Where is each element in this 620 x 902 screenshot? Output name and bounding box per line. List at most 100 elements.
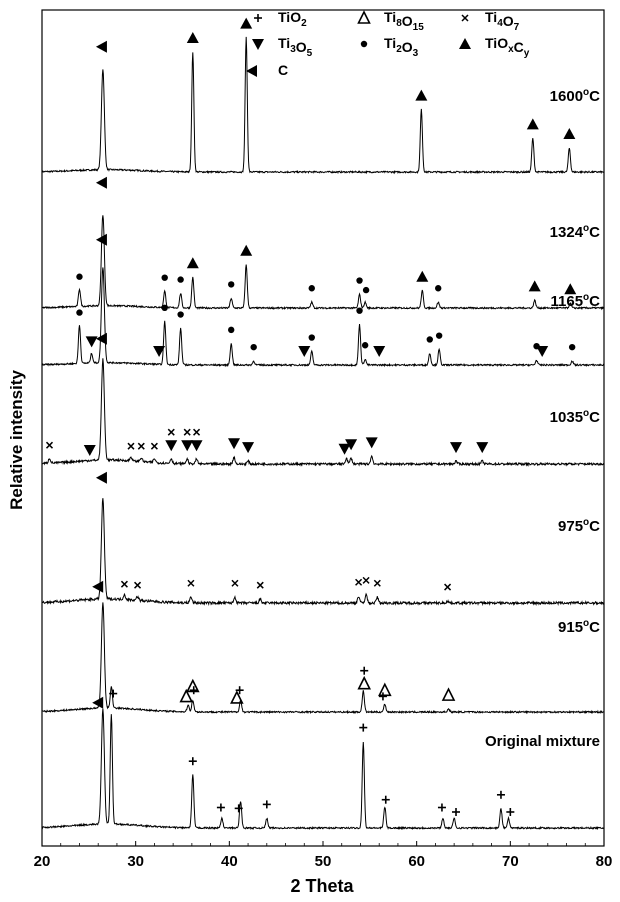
marker-tri-down: [450, 442, 463, 454]
series-label: 1035oC: [550, 408, 600, 426]
marker-tri-down: [190, 440, 203, 452]
x-tick-label: 50: [315, 853, 332, 870]
legend-tri-up-icon: [459, 38, 471, 49]
marker-tri-up: [186, 257, 199, 269]
marker-dot: [76, 309, 83, 316]
marker-dot: [308, 285, 315, 292]
marker-delta: [179, 688, 194, 703]
marker-tri-left: [95, 176, 107, 189]
marker-cross: [355, 578, 363, 586]
marker-cross: [187, 579, 195, 587]
marker-plus: [262, 800, 271, 809]
marker-tri-up: [563, 128, 576, 139]
marker-tri-down: [338, 443, 351, 455]
legend-label: Ti2O3: [384, 35, 419, 59]
marker-dot: [356, 307, 363, 314]
x-axis-label: 2 Theta: [290, 876, 354, 896]
marker-tri-left: [95, 233, 107, 246]
legend-entry: Ti3O5: [252, 35, 313, 59]
x-tick-label: 20: [34, 853, 51, 870]
marker-tri-left: [95, 471, 107, 484]
marker-tri-down: [536, 346, 549, 357]
marker-tri-down: [165, 440, 178, 452]
series-labels: 1600oC 1324oC 1165oC 1035oC 975oC 915oC Origin…: [485, 87, 600, 750]
marker-cross: [167, 428, 175, 436]
marker-dot: [228, 326, 235, 334]
series-label: 915oC: [558, 618, 600, 636]
marker-dot: [161, 304, 168, 311]
phase-markers: [45, 17, 577, 816]
plot-area: [41, 9, 605, 847]
marker-delta: [441, 687, 456, 701]
marker-delta: [378, 682, 392, 697]
marker-plus: [378, 692, 387, 701]
legend-label: TiOxCy: [485, 35, 530, 59]
marker-tri-up: [415, 89, 428, 101]
marker-dot: [250, 343, 257, 351]
marker-cross: [150, 442, 158, 450]
marker-tri-down: [181, 440, 194, 452]
marker-plus: [452, 807, 461, 816]
trace-1: [41, 215, 605, 311]
trace-3: [41, 358, 605, 467]
legend: TiO2 Ti8O15 Ti4O7 Ti3O5 Ti2O3 TiOxCy C: [246, 9, 530, 78]
marker-tri-up: [416, 270, 429, 282]
legend-entry: Ti8O15: [357, 9, 424, 33]
marker-tri-up: [528, 280, 541, 292]
y-axis-label: Relative intensity: [7, 370, 26, 510]
series-label: 1600oC: [550, 87, 600, 105]
marker-tri-left: [92, 580, 104, 593]
marker-dot: [308, 334, 315, 341]
marker-cross: [193, 428, 201, 436]
trace-2: [41, 267, 605, 368]
series-label: 975oC: [558, 517, 600, 535]
marker-tri-left: [95, 40, 107, 53]
trace-5: [41, 602, 605, 715]
legend-dot-icon: [360, 40, 368, 48]
marker-delta: [357, 675, 372, 690]
marker-cross: [45, 441, 54, 449]
marker-tri-up: [240, 17, 253, 29]
legend-label: Ti4O7: [485, 9, 520, 33]
marker-plus: [359, 723, 368, 732]
marker-dot: [76, 273, 83, 280]
legend-delta-icon: [357, 10, 371, 24]
marker-dot: [435, 285, 442, 292]
marker-dot: [177, 311, 184, 318]
marker-dot: [356, 277, 363, 284]
marker-cross: [120, 580, 128, 588]
legend-cross-icon: [461, 14, 469, 22]
marker-tri-down: [476, 442, 489, 454]
marker-plus: [109, 689, 118, 698]
marker-dot: [426, 336, 433, 343]
series-traces: [41, 36, 605, 831]
marker-tri-up: [526, 118, 539, 130]
marker-cross: [231, 579, 239, 587]
marker-tri-down: [153, 345, 166, 357]
marker-dot: [361, 342, 369, 349]
marker-cross: [134, 581, 142, 589]
legend-entry: TiO2: [254, 9, 307, 29]
marker-cross: [373, 579, 381, 587]
marker-delta: [230, 690, 244, 704]
marker-cross: [137, 442, 145, 450]
series-label: Original mixture: [485, 733, 600, 750]
marker-delta: [186, 678, 200, 693]
marker-tri-down: [345, 439, 358, 451]
marker-tri-down: [298, 346, 311, 357]
x-tick-label: 30: [127, 853, 144, 870]
marker-dot: [568, 343, 576, 351]
marker-plus: [437, 803, 446, 812]
legend-label: Ti8O15: [384, 9, 424, 33]
legend-plus-icon: [254, 14, 262, 22]
legend-entry: TiOxCy: [459, 35, 530, 59]
marker-cross: [362, 576, 370, 584]
x-tick-label: 40: [221, 853, 238, 870]
marker-tri-down: [365, 437, 378, 449]
x-tick-label: 60: [408, 853, 425, 870]
marker-tri-up: [240, 244, 253, 256]
marker-plus: [216, 803, 225, 812]
marker-plus: [189, 686, 198, 695]
legend-label: C: [278, 62, 288, 78]
